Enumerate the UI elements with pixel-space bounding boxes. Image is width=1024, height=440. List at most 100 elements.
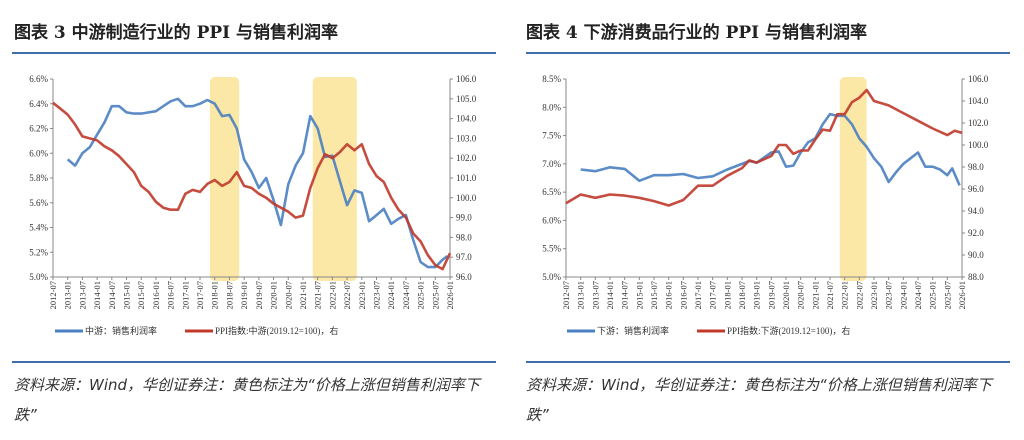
source-rule <box>526 361 1010 363</box>
x-tick-label: 2019-07 <box>254 281 264 309</box>
y-left-tick-label: 6.2% <box>29 124 48 134</box>
y-left-tick-label: 5.0% <box>29 272 48 282</box>
x-tick-label: 2018-01 <box>722 281 732 309</box>
legend-label: PPI指数:下游(2019.12=100)，右 <box>727 325 850 336</box>
y-right-tick-label: 98.0 <box>968 162 984 172</box>
x-tick-label: 2019-01 <box>752 281 762 309</box>
x-tick-label: 2022-01 <box>840 281 850 309</box>
y-right-tick-label: 100.0 <box>456 193 477 203</box>
chart-title: 图表 3 中游制造行业的 PPI 与销售利润率 <box>14 23 339 43</box>
y-right-tick-label: 106.0 <box>968 74 989 84</box>
x-tick-label: 2013-07 <box>77 281 87 309</box>
y-left-tick-label: 6.6% <box>29 74 48 84</box>
y-right-tick-label: 101.0 <box>456 173 477 183</box>
x-tick-label: 2023-01 <box>869 281 879 309</box>
y-right-tick-label: 99.0 <box>456 213 472 223</box>
legend-label: 下游：销售利润率 <box>597 325 669 336</box>
y-right-tick-label: 100.0 <box>968 140 989 150</box>
x-tick-label: 2020-01 <box>781 281 791 309</box>
x-tick-label: 2016-07 <box>678 281 688 309</box>
x-tick-label: 2016-07 <box>166 281 176 309</box>
x-tick-label: 2024-01 <box>386 281 396 309</box>
x-tick-label: 2015-07 <box>649 281 659 309</box>
x-tick-label: 2020-01 <box>269 281 279 309</box>
x-tick-label: 2025-07 <box>430 281 440 309</box>
x-tick-label: 2025-01 <box>416 281 426 309</box>
x-tick-label: 2024-07 <box>913 281 923 309</box>
y-left-tick-label: 6.5% <box>542 187 561 197</box>
x-tick-label: 2017-07 <box>195 281 205 309</box>
x-tick-label: 2018-07 <box>737 281 747 309</box>
x-tick-label: 2024-07 <box>401 281 411 309</box>
y-left-tick-label: 5.5% <box>542 244 561 254</box>
x-tick-label: 2021-07 <box>825 281 835 309</box>
x-tick-label: 2023-01 <box>357 281 367 309</box>
y-left-tick-label: 5.0% <box>542 272 561 282</box>
y-right-tick-label: 104.0 <box>968 96 989 106</box>
chart-downstream: 5.0% 5.5% 6.0% 6.5% 7.0% 7.5% 8.0% 8.5% 88.0 90.0… <box>542 74 989 336</box>
series-line-profit-margin <box>66 97 449 269</box>
y-right-tick-label: 102.0 <box>456 153 477 163</box>
x-tick-label: 2020-07 <box>796 281 806 309</box>
y-left-tick-label: 8.5% <box>542 74 561 84</box>
y-right-tick-label: 103.0 <box>456 133 477 143</box>
source-note: 资料来源：Wind，华创证券注：黄色标注为“价格上涨但销售利润率下跌” <box>526 376 992 424</box>
y-left-tick-label: 5.2% <box>29 247 48 257</box>
x-tick-label: 2012-07 <box>48 281 58 309</box>
x-tick-label: 2013-01 <box>63 281 73 309</box>
highlight-band <box>839 77 867 281</box>
x-tick-label: 2015-01 <box>122 281 132 309</box>
chart-midstream: 5.0% 5.2% 5.4% 5.6% 5.8% 6.0% 6.2% 6.4% 6.6% 96.0… <box>29 74 477 336</box>
x-tick-label: 2014-01 <box>605 281 615 309</box>
highlight-band <box>209 77 240 281</box>
x-tick-label: 2023-07 <box>371 281 381 309</box>
x-tick-label: 2019-07 <box>766 281 776 309</box>
source-rule <box>12 361 496 363</box>
x-tick-label: 2018-07 <box>224 281 234 309</box>
x-tick-label: 2023-07 <box>884 281 894 309</box>
panel-midstream: 图表 3 中游制造行业的 PPI 与销售利润率 5.0% 5.2% 5.4% 5.6%… <box>12 23 496 424</box>
title-rule <box>12 52 496 54</box>
x-tick-label: 2026-01 <box>445 281 455 309</box>
panel-downstream: 图表 4 下游消费品行业的 PPI 与销售利润率 5.0% 5.5% 6.0% 6.5… <box>512 0 1024 440</box>
title-rule <box>526 52 1010 54</box>
y-left-tick-label: 5.6% <box>29 198 48 208</box>
y-right-tick-label: 105.0 <box>456 94 477 104</box>
y-left-tick-label: 5.8% <box>29 173 48 183</box>
y-right-tick-label: 104.0 <box>456 114 477 124</box>
y-right-tick-label: 97.0 <box>456 252 472 262</box>
y-right-tick-label: 102.0 <box>968 118 989 128</box>
x-tick-label: 2016-01 <box>664 281 674 309</box>
x-tick-label: 2025-07 <box>942 281 952 309</box>
x-tick-label: 2022-07 <box>342 281 352 309</box>
x-tick-label: 2017-01 <box>180 281 190 309</box>
y-left-tick-label: 6.0% <box>542 215 561 225</box>
series-line-ppi-index <box>52 101 452 271</box>
legend-label: 中游：销售利润率 <box>85 325 157 336</box>
y-left-tick-label: 6.4% <box>29 99 48 109</box>
legend-label: PPI指数:中游(2019.12=100)，右 <box>215 325 338 336</box>
x-tick-label: 2024-01 <box>898 281 908 309</box>
y-right-tick-label: 88.0 <box>968 272 984 282</box>
x-tick-label: 2026-01 <box>957 281 967 309</box>
x-tick-label: 2017-07 <box>708 281 718 309</box>
x-tick-label: 2017-01 <box>693 281 703 309</box>
chart-title: 图表 4 下游消费品行业的 PPI 与销售利润率 <box>526 23 868 43</box>
y-right-tick-label: 96.0 <box>968 184 984 194</box>
x-tick-label: 2021-01 <box>810 281 820 309</box>
x-tick-label: 2021-01 <box>298 281 308 309</box>
x-tick-label: 2014-07 <box>620 281 630 309</box>
x-tick-label: 2018-01 <box>210 281 220 309</box>
y-right-tick-label: 98.0 <box>456 232 472 242</box>
y-right-tick-label: 92.0 <box>968 228 984 238</box>
y-left-tick-label: 5.4% <box>29 223 48 233</box>
x-tick-label: 2015-01 <box>634 281 644 309</box>
highlight-band <box>312 77 357 281</box>
x-tick-label: 2014-01 <box>92 281 102 309</box>
x-tick-label: 2025-01 <box>928 281 938 309</box>
y-right-tick-label: 106.0 <box>456 74 477 84</box>
x-tick-label: 2022-01 <box>327 281 337 309</box>
series-line-profit-margin <box>580 112 961 186</box>
x-tick-label: 2013-01 <box>576 281 586 309</box>
series-line-ppi-index <box>565 88 963 207</box>
